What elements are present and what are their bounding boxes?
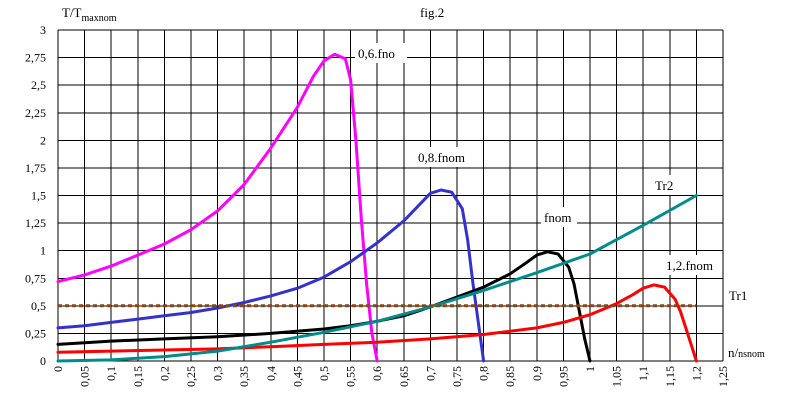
x-tick-label: 0,5 xyxy=(317,366,331,381)
y-tick-label: 1,75 xyxy=(25,161,46,175)
x-tick-label: 0,9 xyxy=(530,366,544,381)
series-labels: 0,6.fno 0,8.fnom fnom 1,2.fnom Tr2 Tr1 xyxy=(355,43,748,305)
series-line-4 xyxy=(56,194,698,363)
x-tick-label: 1,15 xyxy=(663,366,677,387)
x-tick-label: 0,45 xyxy=(290,366,304,387)
series-label-2: fnom xyxy=(544,210,571,225)
y-tick-label: 0,5 xyxy=(31,299,46,313)
x-tick-label: 0,55 xyxy=(344,366,358,387)
y-axis-label: T/Tmaxnom xyxy=(62,5,117,24)
series-label-bg xyxy=(652,175,674,195)
series-label-1: 0,8.fnom xyxy=(418,150,465,165)
series-label-4: Tr2 xyxy=(655,178,673,193)
x-tick-label: 0,85 xyxy=(503,366,517,387)
y-tick-label: 2,25 xyxy=(25,106,46,120)
x-tick-label: 0,65 xyxy=(397,366,411,387)
series-label-3: 1,2.fnom xyxy=(666,258,713,273)
series-line-2 xyxy=(56,250,592,363)
series-label-5: Tr1 xyxy=(729,288,747,303)
x-tick-label: 0,1 xyxy=(104,366,118,381)
x-ticks: 0 0,05 0,1 0,15 0,2 0,25 0,3 0,35 0,4 0,45 0,5 0,55… xyxy=(51,366,730,387)
y-tick-label: 2,5 xyxy=(31,78,46,92)
x-tick-label: 1,25 xyxy=(716,366,730,387)
x-tick-label: 0,15 xyxy=(131,366,145,387)
series-line-1 xyxy=(56,188,486,363)
x-tick-label: 0,95 xyxy=(556,366,570,387)
y-tick-label: 1,25 xyxy=(25,216,46,230)
y-tick-label: 0,75 xyxy=(25,271,46,285)
x-tick-label: 1,2 xyxy=(689,366,703,381)
series-label-bg xyxy=(355,43,407,63)
x-tick-label: 0,75 xyxy=(450,366,464,387)
x-tick-label: 0,8 xyxy=(477,366,491,381)
x-tick-label: 0,6 xyxy=(370,366,384,381)
y-tick-label: 2 xyxy=(40,133,46,147)
series-label-bg xyxy=(663,255,721,275)
y-tick-label: 1 xyxy=(40,244,46,258)
y-ticks: 0 0,25 0,5 0,75 1 1,25 1,5 1,75 2 2,25 2,5 2,75 3 xyxy=(25,23,46,368)
x-axis-label: n/nsnom xyxy=(728,345,765,360)
x-tick-label: 0,25 xyxy=(184,366,198,387)
x-tick-label: 1,1 xyxy=(636,366,650,381)
chart-title: fig.2 xyxy=(420,5,444,20)
x-tick-label: 1 xyxy=(583,366,597,372)
x-tick-label: 0,3 xyxy=(211,366,225,381)
series-label-bg xyxy=(541,207,577,227)
x-tick-label: 0,4 xyxy=(264,366,278,381)
y-tick-label: 3 xyxy=(40,23,46,37)
y-tick-label: 1,5 xyxy=(31,189,46,203)
series-layer xyxy=(56,52,698,363)
grid xyxy=(57,29,724,362)
y-tick-label: 0,25 xyxy=(25,326,46,340)
x-tick-label: 0,7 xyxy=(423,366,437,381)
x-tick-label: 0,2 xyxy=(157,366,171,381)
x-tick-label: 0 xyxy=(51,366,65,372)
x-tick-label: 1,05 xyxy=(610,366,624,387)
x-tick-label: 0,35 xyxy=(237,366,251,387)
x-tick-label: 0,05 xyxy=(78,366,92,387)
series-label-bg xyxy=(726,285,748,305)
y-tick-label: 2,75 xyxy=(25,51,46,65)
y-tick-label: 0 xyxy=(40,354,46,368)
series-line-0 xyxy=(56,52,379,363)
series-label-0: 0,6.fno xyxy=(358,46,395,61)
series-label-bg xyxy=(415,147,479,167)
